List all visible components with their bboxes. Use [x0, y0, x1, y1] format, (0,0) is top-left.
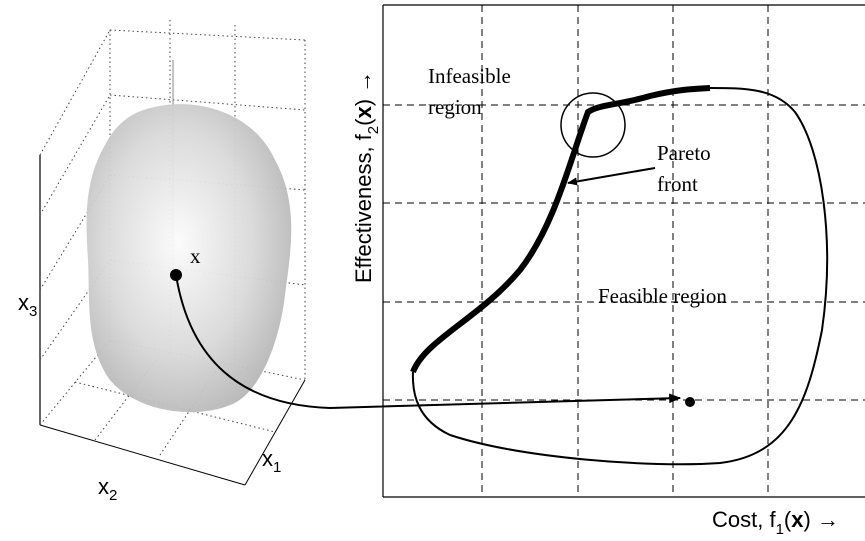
y-axis-label: Effectiveness, f2(x) → — [351, 71, 382, 283]
x-axis-sub: 1 — [776, 521, 784, 538]
point-label: x — [190, 244, 201, 268]
pareto-label: Pareto — [657, 141, 711, 165]
infeasible-label: Infeasible — [428, 64, 511, 88]
x2-sub: 2 — [109, 487, 117, 504]
x2-label: x2 — [98, 474, 117, 504]
y-axis-text: Effectiveness, f — [351, 133, 376, 283]
x3-label: x3 — [18, 290, 37, 320]
y-axis-sub: 2 — [365, 126, 382, 134]
feasible-label: Feasible region — [598, 284, 727, 308]
x1-sub: 1 — [273, 459, 281, 476]
feasible-boundary — [413, 88, 827, 464]
x-axis-label: Cost, f1(x) → — [712, 507, 839, 538]
x-axis-text: ) → — [804, 507, 839, 532]
pareto-arrow — [568, 168, 655, 183]
pareto-label: front — [657, 172, 698, 196]
diagram: x3 x2 x1 x Infeasible region Pareto fron… — [0, 0, 865, 541]
y-axis-text: ) → — [351, 71, 376, 106]
x2-text: x — [98, 474, 109, 499]
x1-label: x1 — [262, 446, 281, 476]
solution-space-blob — [87, 104, 292, 412]
highlight-circle — [561, 93, 625, 157]
x-axis-text: x — [791, 507, 804, 532]
page: x3 x2 x1 x Infeasible region Pareto fron… — [0, 0, 865, 541]
x-axis-text: Cost, f — [712, 507, 776, 532]
infeasible-label: region — [428, 95, 482, 119]
x3-sub: 3 — [29, 303, 37, 320]
y-axis-text: x — [351, 106, 376, 119]
x1-text: x — [262, 446, 273, 471]
mapped-point — [685, 397, 695, 407]
x3-text: x — [18, 290, 29, 315]
